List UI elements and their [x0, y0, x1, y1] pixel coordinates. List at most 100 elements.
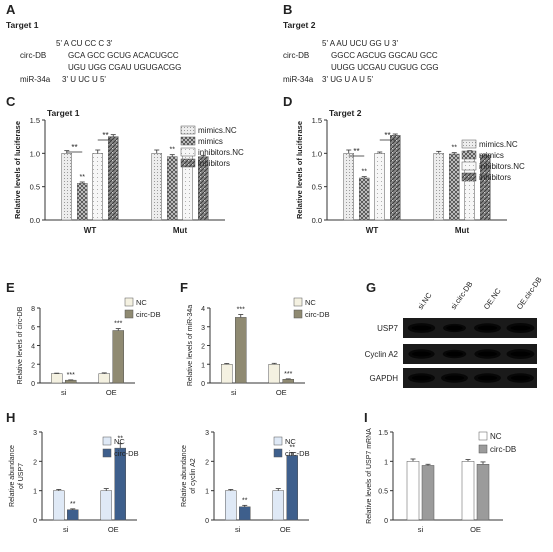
band-core [510, 375, 531, 381]
seq-a-row4-label: miR-34a [20, 75, 51, 84]
chart-F: 0 1 2 3 4 Relative levels of miR-34a si *** OE **… [187, 297, 330, 397]
bar-NC [225, 490, 237, 521]
legend-swatch-NC [102, 436, 112, 446]
legend-swatch-NC [293, 297, 303, 307]
significance-stars: ** [242, 497, 248, 504]
y-tick-label: 1.5 [378, 430, 388, 437]
seq-a-row4: 3' U UC U 5' [62, 75, 106, 84]
bar-mimics.NC [343, 153, 354, 221]
y-tick-label: 3 [33, 430, 37, 437]
bar-inhibitors [108, 136, 119, 221]
seq-b-row2: GGCC AGCUG GGCAU GCC [331, 51, 438, 60]
y-tick-label: 2 [31, 362, 35, 369]
category-label: OE [106, 388, 117, 397]
bar-mimics.NC [61, 153, 72, 221]
blot-strip [403, 368, 537, 388]
y-tick-label: 4 [31, 344, 35, 351]
y-axis-label: Relative levels of USP7 mRNA [366, 428, 373, 524]
significance-stars: *** [67, 372, 75, 379]
y-tick-label: 0 [31, 381, 35, 388]
chart-D: 0.0 0.5 1.0 1.5 Relative levels of luciferas… [295, 108, 525, 235]
seq-b-row3: UUGG UCGAU CUGUG CGG [331, 63, 439, 72]
y-tick-label: 0.0 [312, 216, 322, 225]
bar-circ-DB [65, 379, 77, 384]
chart-title: Target 1 [47, 108, 80, 118]
category-label: WT [366, 226, 379, 235]
bar-circ-DB [114, 447, 126, 521]
category-label: OE [276, 388, 287, 397]
category-label: Mut [173, 226, 188, 235]
significance-stars: ** [102, 131, 108, 140]
band-core [477, 375, 498, 381]
legend-swatch-inhibitors.NC [461, 161, 477, 171]
legend-label-circ-DB: circ-DB [285, 449, 310, 458]
chart-C: 0.0 0.5 1.0 1.5 Relative levels of luciferas… [13, 108, 244, 235]
legend-swatch-inhibitors.NC [180, 147, 196, 157]
bar-NC [406, 461, 420, 521]
significance-stars: *** [237, 307, 245, 314]
band-core [477, 325, 498, 331]
legend-swatch-inhibitors [461, 172, 477, 182]
legend-swatch-mimics [180, 136, 196, 146]
y-tick-label: 0.0 [30, 216, 40, 225]
y-tick-label: 0.5 [312, 183, 322, 192]
bar-NC [272, 490, 284, 521]
legend-label-circ-DB: circ-DB [490, 445, 516, 454]
panel-letter-f: F [180, 280, 188, 295]
legend-label-circ-DB: circ-DB [114, 449, 139, 458]
chart-cyclin: 0 1 2 3 Relative abundance of cyclin A2 si ** OE… [181, 430, 310, 534]
category-label: OE [108, 525, 119, 534]
y-tick-label: 1.0 [30, 149, 40, 158]
seq-a-row2-label: circ-DB [20, 51, 46, 60]
protein-label: GAPDH [370, 374, 399, 383]
y-tick-label: 3 [201, 325, 205, 332]
band-core [411, 325, 432, 331]
significance-stars: ** [353, 147, 359, 156]
bar-mimics [167, 156, 178, 221]
band-core [510, 325, 531, 331]
significance-stars: ** [80, 174, 86, 181]
bar-circ-DB [112, 330, 124, 384]
y-tick-label: 6 [31, 325, 35, 332]
significance-stars: ** [384, 131, 390, 140]
y-tick-label: 2 [201, 344, 205, 351]
significance-stars: ** [170, 147, 176, 154]
charts-layer: 0.0 0.5 1.0 1.5 Relative levels of luciferas… [9, 108, 525, 534]
blot-strip [403, 344, 537, 364]
y-tick-label: 1 [33, 489, 37, 496]
lane-label: OE.NC [482, 286, 503, 311]
y-axis-label: Relative levels of circ-DB [17, 306, 24, 384]
seq-a-row2: GCA GCC GCUG ACACUGCC [68, 51, 179, 60]
protein-label: USP7 [377, 324, 398, 333]
panel-letter-g: G [366, 280, 376, 295]
bar-NC [268, 364, 280, 384]
bar-mimics [449, 153, 460, 221]
legend-label-mimics: mimics [198, 137, 223, 146]
y-axis-label: Relative levels of luciferase [295, 121, 304, 219]
legend-label-NC: NC [305, 298, 316, 307]
legend-swatch-circ-DB [102, 448, 112, 458]
bar-NC [51, 373, 63, 384]
band-core [412, 351, 431, 357]
category-label: Mut [455, 226, 470, 235]
y-axis-label-line2: of USP7 [18, 463, 25, 489]
legend-swatch-mimics.NC [180, 125, 196, 135]
legend-swatch-circ-DB [478, 444, 488, 454]
panel-letter-i: I [364, 410, 368, 425]
lane-label: si.circ-DB [449, 280, 475, 311]
legend-swatch-circ-DB [124, 309, 134, 319]
legend-label-mimics: mimics [479, 151, 504, 160]
y-tick-label: 0.5 [378, 489, 388, 496]
seq-b-row1: 5' A AU UCU GG U 3' [322, 39, 398, 48]
y-tick-label: 1 [384, 459, 388, 466]
y-tick-label: 0 [33, 518, 37, 525]
bar-NC [221, 364, 233, 384]
bar-NC [100, 490, 112, 521]
y-tick-label: 1.5 [30, 116, 40, 125]
chart-E: 0 2 4 6 8 Relative levels of circ-DB si *** OE **… [17, 297, 161, 397]
panel-letter-a: A [6, 2, 16, 17]
western-blot: si.NC si.circ-DB OE.NC OE.circ-DB USP7 Cyclin… [365, 275, 544, 388]
legend-swatch-NC [124, 297, 134, 307]
bar-inhibitors [390, 135, 401, 221]
